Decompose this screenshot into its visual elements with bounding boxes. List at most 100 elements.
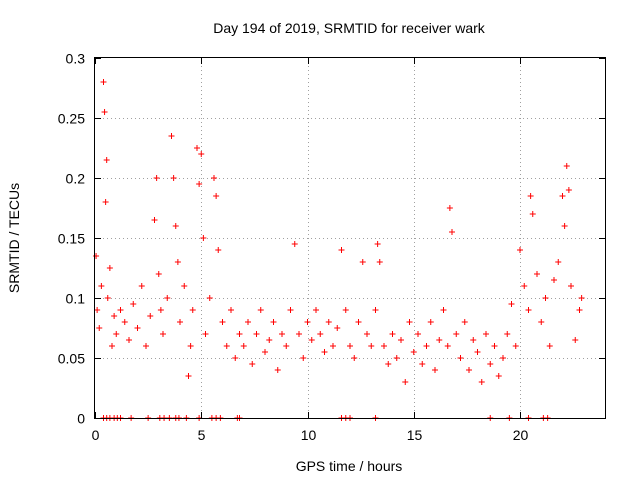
x-tick-label: 15 [407,427,423,443]
plot-frame [94,57,606,419]
data-point [517,247,523,253]
data-point [262,349,268,355]
data-point [534,271,540,277]
data-point [563,163,570,169]
data-point [478,379,485,385]
data-point [111,313,118,319]
data-point [113,331,120,337]
data-point [385,361,392,367]
y-tick-label: 0.15 [58,231,85,247]
data-point [419,361,426,367]
data-point [200,235,207,241]
data-point [559,193,566,199]
x-tick-label: 5 [198,427,206,443]
data-point [325,319,332,325]
data-point [504,331,511,337]
data-point [96,325,103,331]
data-point [555,259,562,265]
y-tick-label: 0.2 [66,171,86,187]
data-point [508,301,515,307]
data-point [389,331,396,337]
data-point [525,307,532,313]
data-point [177,319,183,325]
data-point [474,349,481,355]
data-point [93,253,100,259]
data-point [143,343,149,349]
data-point [155,271,162,277]
data-point [287,307,294,313]
data-point [279,331,285,337]
data-point [381,343,387,349]
data-point [121,319,128,325]
data-point [359,259,366,265]
data-point [270,319,277,325]
data-point [338,247,345,253]
data-point [240,343,247,349]
data-point [211,175,217,181]
data-point [321,349,328,355]
data-point [232,355,239,361]
x-tick-label: 10 [301,427,317,443]
data-point [304,319,311,325]
data-point [483,331,489,337]
data-point [398,337,404,343]
chart-title: Day 194 of 2019, SRMTID for receiver war… [213,20,486,36]
data-point [101,109,108,115]
data-point [330,343,336,349]
data-point [300,355,307,361]
data-point [347,343,353,349]
data-point [126,337,132,343]
axis-ticks: 0 0.05 0.1 0.15 0.2 0.25 0.3 0 5 10 15 20 [58,51,605,443]
y-tick-label: 0.05 [58,351,85,367]
data-point [104,295,111,301]
data-point [172,223,179,229]
data-point [228,307,234,313]
data-point [157,307,164,313]
data-point [206,295,213,301]
data-point [355,319,362,325]
data-point [187,343,194,349]
data-point [578,295,585,301]
data-point [351,355,358,361]
data-point [109,343,115,349]
data-point [551,277,557,283]
data-point [106,265,113,271]
data-point [130,301,137,307]
data-point [406,319,413,325]
data-point [215,247,222,253]
data-point [274,367,281,373]
data-point [572,337,579,343]
data-point [181,283,188,289]
data-point [568,283,574,289]
data-point [449,229,455,235]
data-point [402,379,409,385]
y-tick-label: 0 [77,411,85,427]
data-point [185,373,192,379]
data-point [103,157,110,163]
data-point [342,307,349,313]
data-point [500,355,506,361]
data-point [393,355,400,361]
data-point [168,133,175,139]
x-tick-label: 0 [92,427,100,443]
data-point [415,331,421,337]
data-point [334,325,341,331]
data-point [160,331,166,337]
data-point [576,307,583,313]
data-point [249,361,256,367]
data-point [313,307,319,313]
data-point [283,343,290,349]
data-point [198,151,205,157]
data-point [317,331,324,337]
data-point [368,343,375,349]
data-point [253,331,260,337]
y-tick-label: 0.25 [58,111,85,127]
data-point [296,331,302,337]
data-point [189,307,196,313]
data-point [491,343,498,349]
data-point [213,193,220,199]
data-point [423,343,430,349]
data-point [257,307,264,313]
x-tick-label: 20 [513,427,529,443]
